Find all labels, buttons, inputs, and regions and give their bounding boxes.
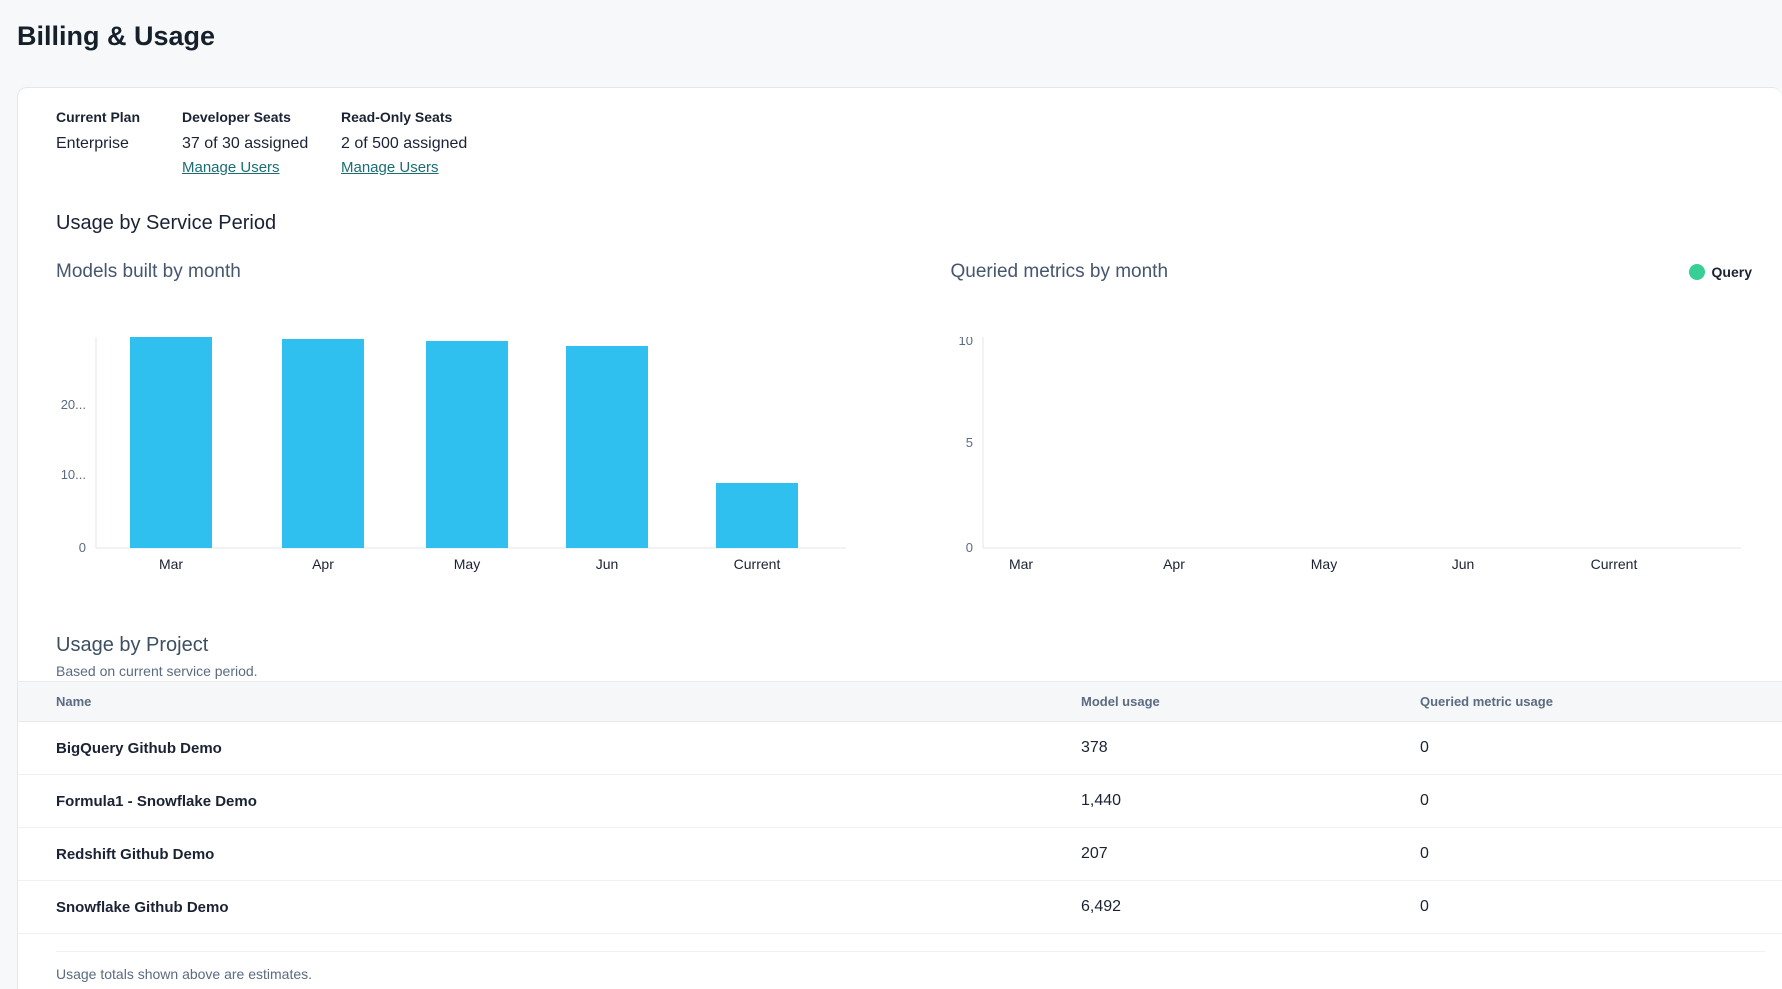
svg-text:0: 0 [79, 540, 86, 555]
svg-text:5: 5 [965, 435, 972, 450]
svg-text:10: 10 [958, 337, 972, 348]
svg-text:20...: 20... [61, 397, 86, 412]
svg-text:Current: Current [734, 556, 781, 572]
svg-text:Apr: Apr [1163, 556, 1185, 572]
svg-text:May: May [454, 556, 480, 572]
svg-text:May: May [1310, 556, 1336, 572]
svg-text:0: 0 [965, 540, 972, 555]
svg-text:Current: Current [1590, 556, 1637, 572]
svg-text:Jun: Jun [596, 556, 619, 572]
svg-text:Mar: Mar [159, 556, 183, 572]
svg-text:Jun: Jun [1451, 556, 1474, 572]
svg-text:Apr: Apr [312, 556, 334, 572]
svg-text:10...: 10... [61, 467, 86, 482]
svg-text:Mar: Mar [1008, 556, 1032, 572]
